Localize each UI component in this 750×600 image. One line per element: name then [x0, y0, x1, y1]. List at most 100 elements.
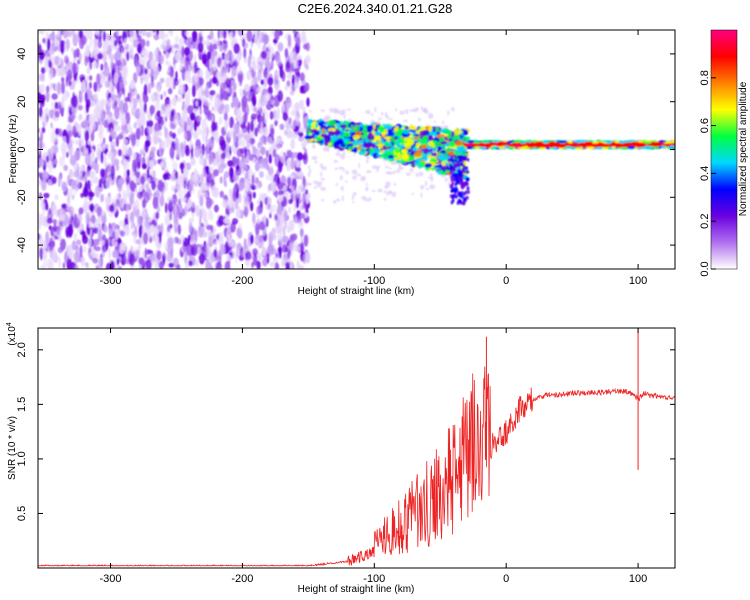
heatmap-cell	[365, 183, 369, 185]
heatmap-cell	[324, 139, 329, 147]
heatmap-cell	[352, 192, 357, 196]
heatmap-cell	[224, 66, 228, 74]
heatmap-cell	[105, 109, 111, 116]
heatmap-cell	[84, 130, 90, 142]
heatmap-cell	[190, 157, 196, 166]
heatmap-cell	[462, 164, 466, 169]
heatmap-cell	[277, 195, 284, 202]
heatmap-cell	[75, 122, 80, 128]
heatmap-cell	[448, 150, 455, 156]
heatmap-cell	[365, 143, 372, 149]
heatmap-cell	[184, 205, 188, 216]
heatmap-cell	[69, 170, 74, 179]
heatmap-cell	[286, 159, 291, 166]
heatmap-cell	[358, 162, 361, 169]
heatmap-cell	[358, 150, 367, 156]
heatmap-cell	[243, 47, 247, 59]
heatmap-cell	[267, 43, 271, 50]
heatmap-cell	[78, 143, 82, 153]
heatmap-cell	[454, 140, 463, 147]
heatmap-cell	[231, 65, 237, 78]
heatmap-cell	[216, 234, 220, 240]
heatmap-cell	[209, 240, 213, 248]
heatmap-cell	[178, 83, 184, 95]
heatmap-cell	[268, 243, 276, 256]
heatmap-cell	[73, 251, 80, 264]
heatmap-cell	[198, 68, 204, 79]
heatmap-cell	[112, 130, 117, 140]
heatmap-cell	[454, 173, 458, 178]
heatmap-cell	[94, 246, 101, 252]
heatmap-cell	[143, 232, 149, 245]
heatmap-cell	[252, 96, 257, 107]
heatmap-cell	[159, 54, 165, 63]
heatmap-cell	[140, 38, 146, 48]
heatmap-cell	[86, 75, 89, 82]
heatmap-cell	[320, 187, 327, 191]
heatmap-cell	[109, 204, 115, 213]
heatmap-cell	[105, 178, 110, 189]
heatmap-cell	[115, 125, 122, 132]
heatmap-cell	[418, 171, 424, 177]
heatmap-cell	[287, 226, 291, 233]
heatmap-cell	[176, 264, 181, 269]
heatmap-cell	[38, 92, 42, 99]
heatmap-cell	[250, 234, 254, 245]
heatmap-cell	[239, 74, 243, 87]
heatmap-cell	[81, 80, 86, 93]
heatmap-cell	[153, 33, 160, 41]
heatmap-cell	[417, 117, 422, 122]
heatmap-cell	[254, 127, 258, 137]
heatmap-cell	[97, 228, 103, 241]
heatmap-cell	[239, 209, 244, 219]
heatmap-cell	[89, 57, 95, 63]
heatmap-cell	[305, 63, 309, 71]
heatmap-cell	[277, 190, 284, 196]
heatmap-cell	[169, 146, 175, 159]
heatmap-cell	[428, 134, 433, 141]
heatmap-cell	[383, 190, 388, 194]
heatmap-cell	[290, 160, 295, 170]
heatmap-cell	[240, 249, 245, 258]
heatmap-cell	[270, 99, 275, 105]
heatmap-cell	[54, 110, 60, 118]
heatmap-cell	[52, 250, 58, 263]
heatmap-cell	[108, 247, 111, 260]
heatmap-cell	[235, 209, 241, 219]
heatmap-cell	[176, 146, 181, 158]
heatmap-cell	[229, 31, 233, 40]
heatmap-cell	[62, 30, 69, 39]
heatmap-cell	[52, 42, 55, 48]
heatmap-cell	[145, 259, 152, 269]
heatmap-cell	[196, 115, 201, 123]
heatmap-cell	[161, 39, 168, 51]
heatmap-cell	[247, 55, 251, 68]
heatmap-cell	[98, 102, 105, 114]
heatmap-cell	[86, 211, 90, 225]
heatmap-cell	[76, 213, 83, 224]
heatmap-cell	[435, 164, 443, 168]
heatmap-cell	[102, 50, 108, 64]
heatmap-cell	[115, 136, 120, 147]
heatmap-cell	[287, 249, 291, 259]
heatmap-cell	[215, 130, 220, 144]
heatmap-cell	[105, 238, 109, 251]
heatmap-cell	[257, 100, 261, 111]
heatmap-cell	[262, 258, 268, 267]
heatmap-cell	[173, 43, 179, 49]
heatmap-cell	[159, 77, 165, 84]
heatmap-cell	[181, 168, 184, 174]
heatmap-cell	[122, 190, 126, 196]
heatmap-cell	[250, 113, 258, 120]
heatmap-cell	[84, 153, 91, 166]
heatmap-cell	[467, 190, 470, 194]
heatmap-cell	[450, 188, 454, 193]
heatmap-cell	[435, 126, 440, 133]
heatmap-cell	[408, 155, 415, 162]
heatmap-cell	[42, 243, 45, 250]
heatmap-cell	[427, 152, 431, 156]
heatmap-cell	[172, 64, 176, 71]
heatmap-cell	[43, 107, 50, 117]
heatmap-cell	[114, 159, 120, 166]
